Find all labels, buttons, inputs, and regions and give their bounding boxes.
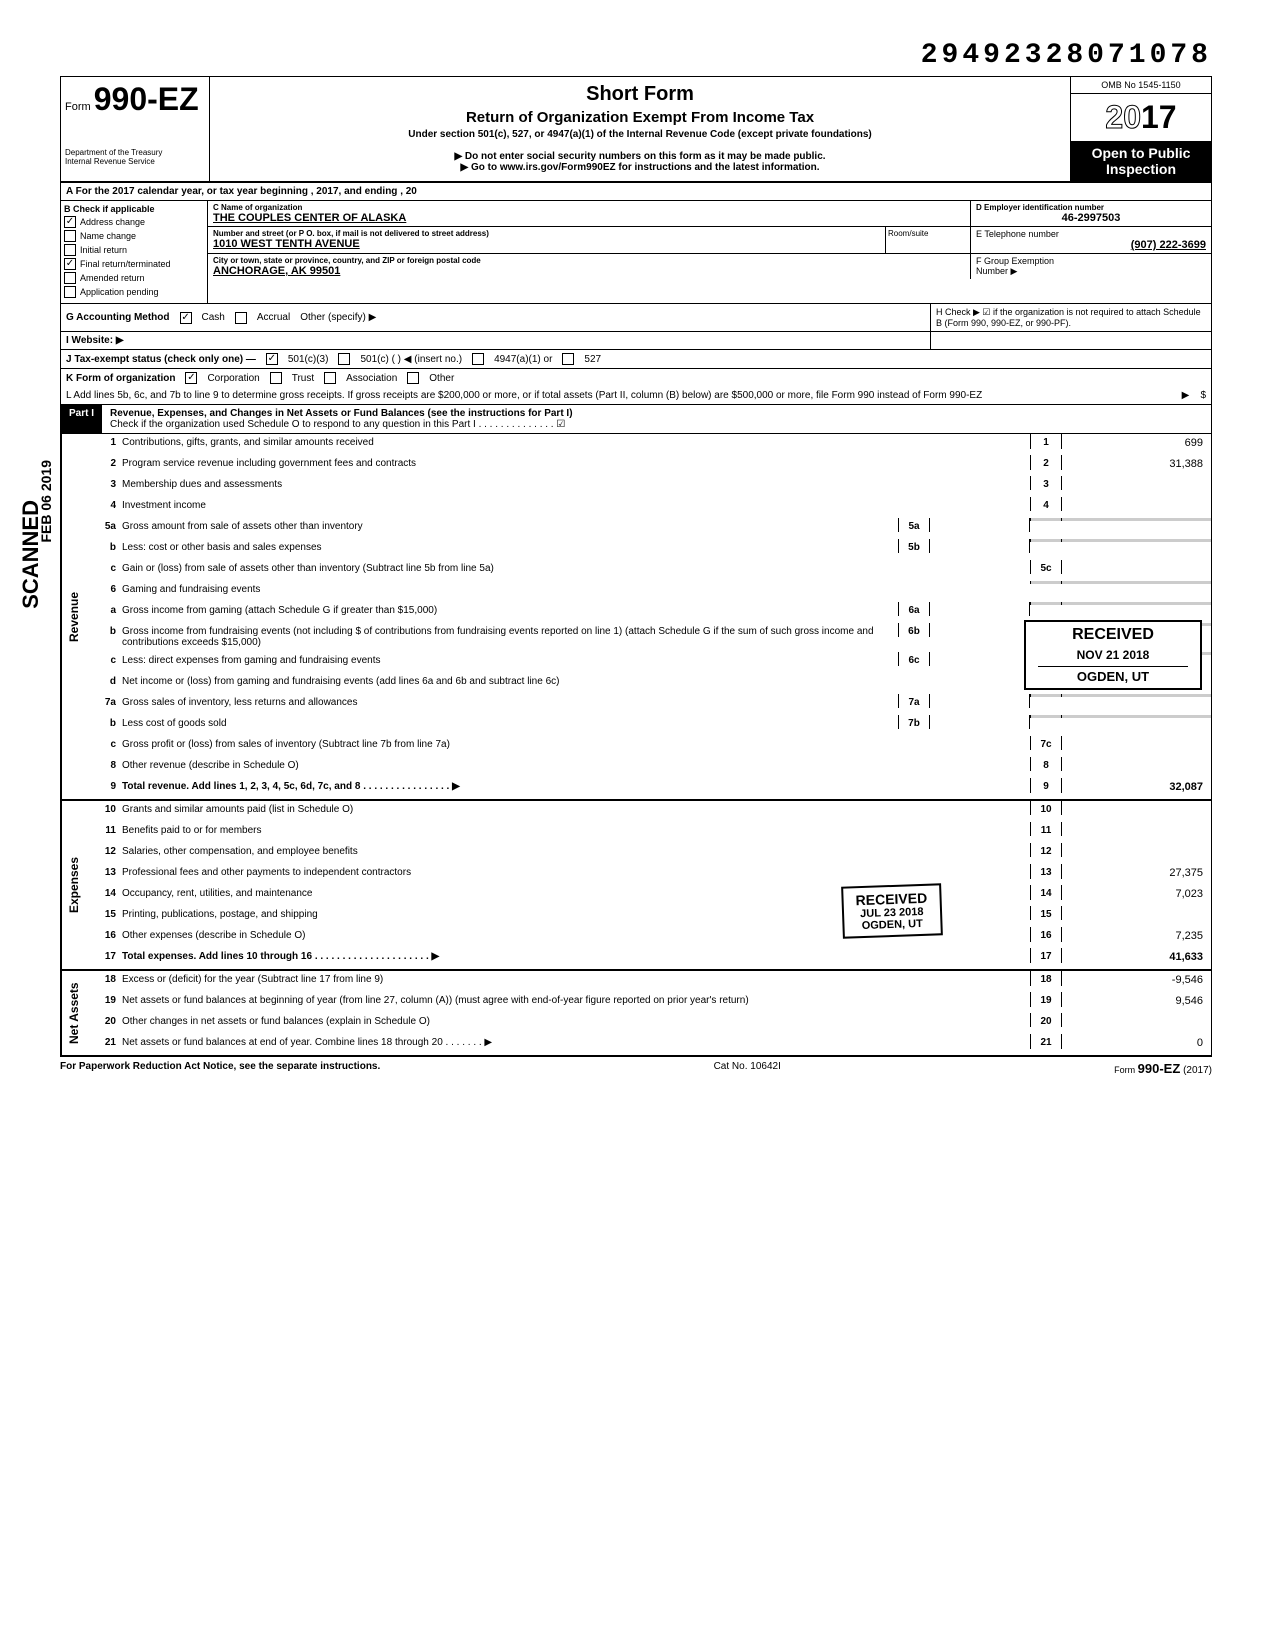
line-i-website: I Website: ▶	[61, 332, 930, 349]
part1-header: Part I Revenue, Expenses, and Changes in…	[60, 405, 1212, 434]
amt-7c	[1062, 736, 1211, 750]
line-h: H Check ▶ ☑ if the organization is not r…	[930, 304, 1211, 331]
irs-label: Internal Revenue Service	[65, 157, 205, 166]
form-number: 990-EZ	[94, 81, 199, 117]
form-subtitle: Return of Organization Exempt From Incom…	[220, 109, 1060, 126]
note-url: ▶ Go to www.irs.gov/Form990EZ for instru…	[220, 162, 1060, 173]
amt-8	[1062, 757, 1211, 771]
cb-527[interactable]	[562, 353, 574, 365]
revenue-label: Revenue	[61, 434, 86, 799]
cb-application[interactable]	[64, 286, 76, 298]
cb-corporation[interactable]	[185, 372, 197, 384]
expenses-section: Expenses 10Grants and similar amounts pa…	[60, 801, 1212, 971]
received-stamp-1: RECEIVED NOV 21 2018 OGDEN, UT	[1024, 620, 1202, 690]
cb-initial-return[interactable]	[64, 244, 76, 256]
part1-label: Part I	[61, 405, 102, 433]
amt-9: 32,087	[1062, 778, 1211, 793]
omb-number: OMB No 1545-1150	[1071, 77, 1211, 94]
netassets-section: Net Assets 18Excess or (deficit) for the…	[60, 971, 1212, 1057]
amt-17: 41,633	[1062, 948, 1211, 963]
dept-treasury: Department of the Treasury	[65, 148, 205, 157]
tax-year: 2017	[1071, 94, 1211, 141]
amt-15	[1062, 906, 1211, 920]
amt-12	[1062, 843, 1211, 857]
cb-name-change[interactable]	[64, 230, 76, 242]
tax-exempt-label: J Tax-exempt status (check only one) —	[66, 354, 256, 365]
note-ssn: ▶ Do not enter social security numbers o…	[220, 151, 1060, 162]
revenue-section: Revenue 1Contributions, gifts, grants, a…	[60, 434, 1212, 801]
open-inspection: Open to Public Inspection	[1071, 141, 1211, 181]
amt-19: 9,546	[1062, 992, 1211, 1007]
group-exemption-label: F Group Exemption	[976, 256, 1206, 266]
room-suite: Room/suite	[885, 227, 970, 253]
amt-1: 699	[1062, 434, 1211, 449]
amt-3	[1062, 476, 1211, 490]
ein-label: D Employer identification number	[976, 203, 1206, 212]
paperwork-notice: For Paperwork Reduction Act Notice, see …	[60, 1061, 380, 1076]
line-a: A For the 2017 calendar year, or tax yea…	[60, 183, 1212, 201]
cb-accrual[interactable]	[235, 312, 247, 324]
group-exemption-number: Number ▶	[976, 266, 1206, 277]
netassets-label: Net Assets	[61, 971, 86, 1055]
cb-501c3[interactable]	[266, 353, 278, 365]
city-value: ANCHORAGE, AK 99501	[213, 265, 965, 277]
blocks-bcdef: B Check if applicable Address change Nam…	[60, 201, 1212, 304]
phone-value: (907) 222-3699	[976, 239, 1206, 251]
amt-21: 0	[1062, 1034, 1211, 1049]
amt-14: 7,023	[1062, 885, 1211, 900]
lines-ghijk: G Accounting Method Cash Accrual Other (…	[60, 304, 1212, 387]
ein-value: 46-2997503	[976, 212, 1206, 224]
amt-2: 31,388	[1062, 455, 1211, 470]
amt-18: -9,546	[1062, 971, 1211, 986]
line-l: L Add lines 5b, 6c, and 7b to line 9 to …	[60, 387, 1212, 405]
amt-13: 27,375	[1062, 864, 1211, 879]
street-value: 1010 WEST TENTH AVENUE	[213, 238, 880, 250]
received-stamp-2: RECEIVED JUL 23 2018 OGDEN, UT	[842, 883, 943, 938]
amt-16: 7,235	[1062, 927, 1211, 942]
cb-address-change[interactable]	[64, 216, 76, 228]
under-section: Under section 501(c), 527, or 4947(a)(1)…	[220, 129, 1060, 140]
form-header: Form 990-EZ Department of the Treasury I…	[60, 76, 1212, 183]
cb-cash[interactable]	[180, 312, 192, 324]
cb-trust[interactable]	[270, 372, 282, 384]
side-date-stamp: FEB 06 2019	[38, 460, 54, 543]
accounting-label: G Accounting Method	[66, 312, 170, 323]
form-ref: Form 990-EZ Form 990-EZ (2017)(2017)	[1114, 1061, 1212, 1076]
city-label: City or town, state or province, country…	[213, 256, 965, 265]
amt-20	[1062, 1013, 1211, 1027]
header-left: Form 990-EZ Department of the Treasury I…	[61, 77, 210, 181]
header-center: Short Form Return of Organization Exempt…	[210, 77, 1070, 181]
cb-501c[interactable]	[338, 353, 350, 365]
form-title: Short Form	[220, 83, 1060, 106]
org-name-label: C Name of organization	[213, 203, 965, 212]
expenses-label: Expenses	[61, 801, 86, 969]
cb-4947[interactable]	[472, 353, 484, 365]
block-cdef: C Name of organization THE COUPLES CENTE…	[208, 201, 1211, 303]
page-footer: For Paperwork Reduction Act Notice, see …	[60, 1057, 1212, 1080]
block-b: B Check if applicable Address change Nam…	[61, 201, 208, 303]
form-prefix: Form	[65, 101, 91, 113]
amt-5c	[1062, 560, 1211, 574]
phone-label: E Telephone number	[976, 229, 1206, 239]
org-name: THE COUPLES CENTER OF ALASKA	[213, 212, 965, 224]
cb-association[interactable]	[324, 372, 336, 384]
header-right: OMB No 1545-1150 2017 Open to Public Ins…	[1070, 77, 1211, 181]
cb-amended[interactable]	[64, 272, 76, 284]
form-org-label: K Form of organization	[66, 373, 175, 384]
amt-10	[1062, 801, 1211, 815]
document-id: 29492328071078	[60, 40, 1212, 71]
amt-4	[1062, 497, 1211, 511]
part1-check: Check if the organization used Schedule …	[110, 419, 1203, 430]
cat-no: Cat No. 10642I	[714, 1061, 781, 1076]
cb-other-org[interactable]	[407, 372, 419, 384]
amt-11	[1062, 822, 1211, 836]
street-label: Number and street (or P O. box, if mail …	[213, 229, 880, 238]
part1-title: Revenue, Expenses, and Changes in Net As…	[110, 408, 1203, 419]
cb-final-return[interactable]	[64, 258, 76, 270]
